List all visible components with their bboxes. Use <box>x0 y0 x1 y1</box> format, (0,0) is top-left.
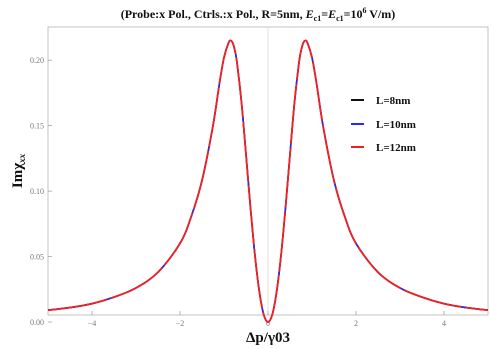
series-lines <box>47 39 489 323</box>
title-part: 6 <box>362 6 366 15</box>
y-tick-label: 0.20 <box>30 56 44 65</box>
chart-title: (Probe:x Pol., Ctrls.:x Pol., R=5nm, Ec1… <box>121 6 396 23</box>
title-part: c1 <box>314 14 322 23</box>
title-part: V/m) <box>366 7 395 21</box>
y-tick-label: 0.10 <box>30 187 44 196</box>
legend-label-l8: L=8nm <box>376 95 410 107</box>
series-line-l-12nm <box>47 39 489 323</box>
y-axis-label: Imχxx <box>10 153 27 188</box>
title-part: = <box>321 7 328 21</box>
legend-label-l10: L=10nm <box>376 119 416 131</box>
y-tick-label: 0.00 <box>30 318 44 327</box>
title-part: (Probe:x Pol., Ctrls.:x Pol., R=5nm, <box>121 7 306 21</box>
legend-label-l12: L=12nm <box>376 142 416 154</box>
x-tick-label: −4 <box>88 319 97 328</box>
y-axis-label-main: Imχ <box>10 162 26 188</box>
title-part: =10 <box>344 7 363 21</box>
x-tick-label: −2 <box>176 319 185 328</box>
title-part: c1 <box>336 14 344 23</box>
x-axis-label: Δp/γ03 <box>246 330 290 346</box>
y-axis-label-sub: xx <box>17 153 27 164</box>
title-part: E <box>327 7 336 21</box>
x-tick-label: 4 <box>442 319 446 328</box>
axis-ticks: −4 −2 0 2 4 0.00 0.05 0.10 0.15 0.20 <box>30 56 446 328</box>
legend: L=8nm L=10nm L=12nm <box>351 95 416 154</box>
y-tick-label: 0.15 <box>30 122 44 131</box>
y-tick-label: 0.05 <box>30 253 44 262</box>
x-tick-label: 0 <box>266 319 270 328</box>
x-tick-label: 2 <box>354 319 358 328</box>
title-part: E <box>305 7 314 21</box>
